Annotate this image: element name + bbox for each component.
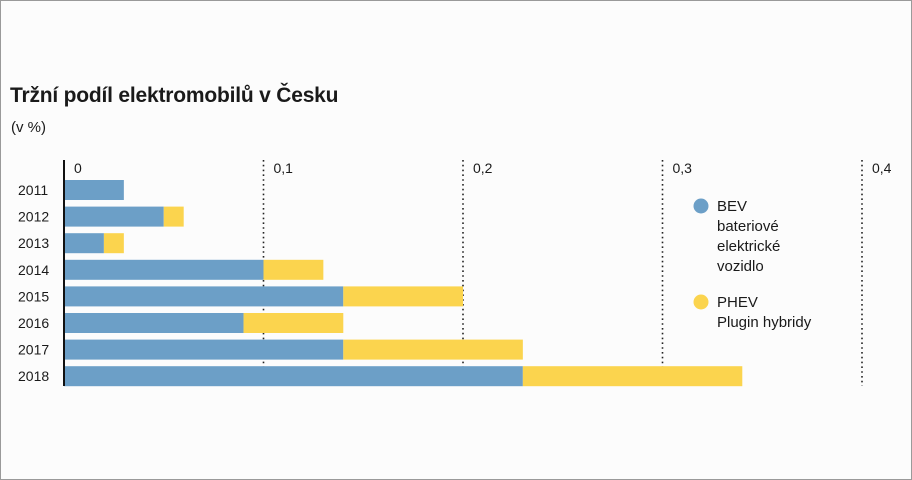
bar-bev	[64, 259, 264, 280]
x-tick-label: 0,2	[473, 160, 493, 176]
bar-phev	[103, 233, 124, 254]
legend-label-bev: bateriové	[717, 218, 779, 235]
legend-swatch-phev	[693, 294, 709, 310]
legend-label-bev: elektrické	[717, 238, 780, 255]
legend-label-phev: Plugin hybridy	[717, 314, 812, 331]
bar-phev	[343, 286, 463, 307]
x-tick-label: 0,4	[872, 160, 892, 176]
x-tick-label: 0	[74, 160, 82, 176]
bar-bev	[64, 366, 523, 387]
x-tick-label: 0,3	[673, 160, 693, 176]
legend-swatch-bev	[693, 198, 709, 214]
legend-label-phev: PHEV	[717, 294, 758, 311]
bar-bev	[64, 286, 344, 307]
bar-bev	[64, 313, 244, 333]
legend-label-bev: BEV	[717, 198, 747, 215]
y-category-label: 2017	[18, 342, 49, 358]
bar-phev	[343, 339, 523, 360]
bar-bev	[64, 339, 344, 360]
y-category-label: 2018	[18, 368, 49, 384]
y-category-label: 2012	[18, 209, 49, 225]
y-category-label: 2011	[18, 182, 48, 198]
chart-unit-label: (v %)	[11, 119, 46, 136]
y-category-label: 2015	[18, 288, 49, 304]
bar-bev	[64, 206, 164, 227]
bar-phev	[243, 313, 344, 333]
bar-bev	[64, 180, 124, 200]
legend-label-bev: vozidlo	[717, 258, 764, 275]
bar-phev	[163, 206, 184, 227]
bar-bev	[64, 233, 104, 254]
bar-phev	[522, 366, 743, 387]
y-category-label: 2014	[18, 262, 49, 278]
x-tick-label: 0,1	[274, 160, 294, 176]
y-category-label: 2013	[18, 235, 49, 251]
bar-phev	[263, 259, 324, 280]
y-category-label: 2016	[18, 315, 49, 331]
chart-title: Tržní podíl elektromobilů v Česku	[10, 84, 339, 107]
